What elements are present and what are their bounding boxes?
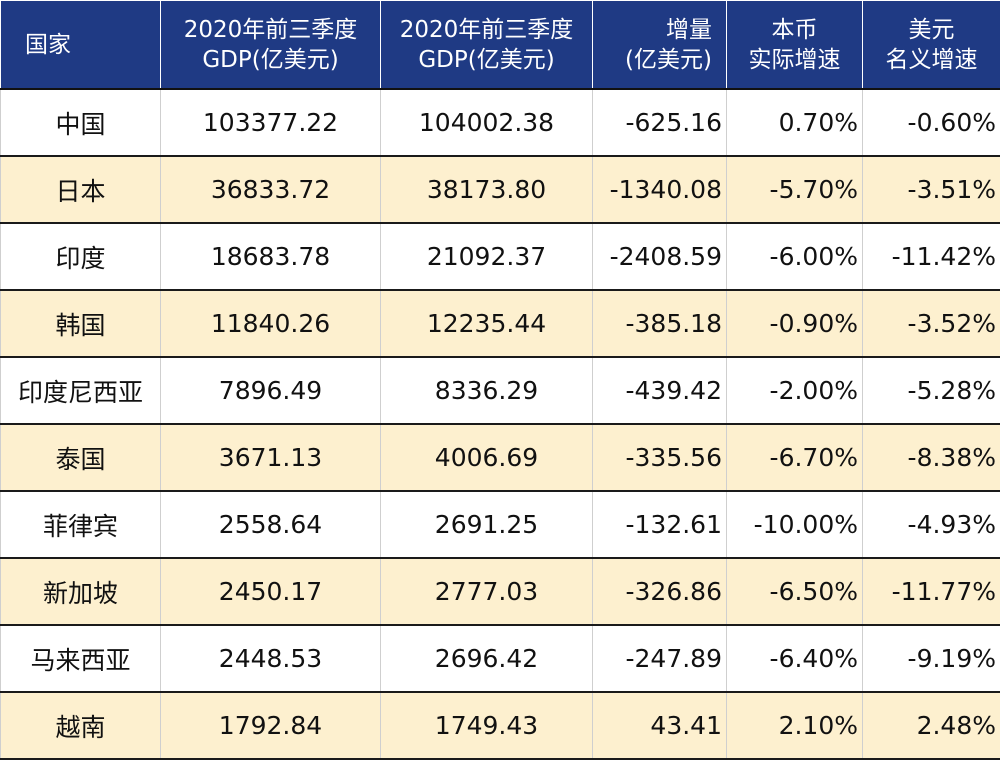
usd-growth-cell: -3.52% (862, 289, 1000, 358)
gdp-b-cell: 104002.38 (380, 88, 593, 157)
gdp-a-cell: 7896.49 (160, 356, 381, 425)
increment-cell: -625.16 (592, 88, 727, 157)
country-cell: 马来西亚 (0, 624, 161, 693)
local-growth-cell: -10.00% (726, 490, 863, 559)
header-gdp-a: 2020年前三季度 GDP(亿美元) (160, 0, 381, 90)
local-growth-cell: 2.10% (726, 691, 863, 760)
local-growth-cell: -6.70% (726, 423, 863, 492)
increment-cell: -247.89 (592, 624, 727, 693)
country-cell: 菲律宾 (0, 490, 161, 559)
increment-cell: -335.56 (592, 423, 727, 492)
gdp-a-cell: 36833.72 (160, 155, 381, 224)
country-cell: 泰国 (0, 423, 161, 492)
country-cell: 印度尼西亚 (0, 356, 161, 425)
local-growth-cell: -5.70% (726, 155, 863, 224)
increment-cell: -132.61 (592, 490, 727, 559)
usd-growth-cell: -9.19% (862, 624, 1000, 693)
header-row: 国家 2020年前三季度 GDP(亿美元) 2020年前三季度 GDP(亿美元)… (0, 0, 1000, 90)
table-row: 中国 103377.22 104002.38 -625.16 0.70% -0.60% (0, 88, 1000, 157)
increment-cell: -2408.59 (592, 222, 727, 291)
gdp-b-cell: 2696.42 (380, 624, 593, 693)
usd-growth-cell: -3.51% (862, 155, 1000, 224)
gdp-a-cell: 1792.84 (160, 691, 381, 760)
increment-cell: -385.18 (592, 289, 727, 358)
usd-growth-cell: -11.77% (862, 557, 1000, 626)
local-growth-cell: -0.90% (726, 289, 863, 358)
local-growth-cell: -2.00% (726, 356, 863, 425)
header-gdp-b: 2020年前三季度 GDP(亿美元) (380, 0, 593, 90)
local-growth-cell: -6.50% (726, 557, 863, 626)
country-cell: 越南 (0, 691, 161, 760)
gdp-b-cell: 2691.25 (380, 490, 593, 559)
gdp-a-cell: 11840.26 (160, 289, 381, 358)
table-row: 泰国 3671.13 4006.69 -335.56 -6.70% -8.38% (0, 423, 1000, 492)
gdp-b-cell: 1749.43 (380, 691, 593, 760)
header-increment: 增量 (亿美元) (592, 0, 727, 90)
country-cell: 中国 (0, 88, 161, 157)
local-growth-cell: -6.40% (726, 624, 863, 693)
header-local-growth: 本币 实际增速 (726, 0, 863, 90)
gdp-a-cell: 2448.53 (160, 624, 381, 693)
table-row: 越南 1792.84 1749.43 43.41 2.10% 2.48% (0, 691, 1000, 760)
country-cell: 日本 (0, 155, 161, 224)
increment-cell: -1340.08 (592, 155, 727, 224)
table-row: 菲律宾 2558.64 2691.25 -132.61 -10.00% -4.93% (0, 490, 1000, 559)
usd-growth-cell: -0.60% (862, 88, 1000, 157)
usd-growth-cell: 2.48% (862, 691, 1000, 760)
increment-cell: 43.41 (592, 691, 727, 760)
gdp-a-cell: 3671.13 (160, 423, 381, 492)
country-cell: 韩国 (0, 289, 161, 358)
gdp-a-cell: 2558.64 (160, 490, 381, 559)
usd-growth-cell: -8.38% (862, 423, 1000, 492)
table-body: 中国 103377.22 104002.38 -625.16 0.70% -0.60% 日本… (0, 88, 1000, 760)
header-usd-growth: 美元 名义增速 (862, 0, 1000, 90)
usd-growth-cell: -5.28% (862, 356, 1000, 425)
country-cell: 印度 (0, 222, 161, 291)
table-row: 印度 18683.78 21092.37 -2408.59 -6.00% -11.42% (0, 222, 1000, 291)
usd-growth-cell: -11.42% (862, 222, 1000, 291)
gdp-a-cell: 18683.78 (160, 222, 381, 291)
gdp-b-cell: 21092.37 (380, 222, 593, 291)
local-growth-cell: -6.00% (726, 222, 863, 291)
increment-cell: -439.42 (592, 356, 727, 425)
gdp-b-cell: 38173.80 (380, 155, 593, 224)
country-cell: 新加坡 (0, 557, 161, 626)
gdp-b-cell: 12235.44 (380, 289, 593, 358)
table-row: 日本 36833.72 38173.80 -1340.08 -5.70% -3.51% (0, 155, 1000, 224)
table-row: 马来西亚 2448.53 2696.42 -247.89 -6.40% -9.19% (0, 624, 1000, 693)
gdp-b-cell: 4006.69 (380, 423, 593, 492)
table-row: 韩国 11840.26 12235.44 -385.18 -0.90% -3.52% (0, 289, 1000, 358)
increment-cell: -326.86 (592, 557, 727, 626)
gdp-a-cell: 2450.17 (160, 557, 381, 626)
gdp-a-cell: 103377.22 (160, 88, 381, 157)
header-country: 国家 (0, 0, 161, 90)
gdp-b-cell: 2777.03 (380, 557, 593, 626)
gdp-b-cell: 8336.29 (380, 356, 593, 425)
table-row: 印度尼西亚 7896.49 8336.29 -439.42 -2.00% -5.28% (0, 356, 1000, 425)
usd-growth-cell: -4.93% (862, 490, 1000, 559)
local-growth-cell: 0.70% (726, 88, 863, 157)
table-row: 新加坡 2450.17 2777.03 -326.86 -6.50% -11.77% (0, 557, 1000, 626)
